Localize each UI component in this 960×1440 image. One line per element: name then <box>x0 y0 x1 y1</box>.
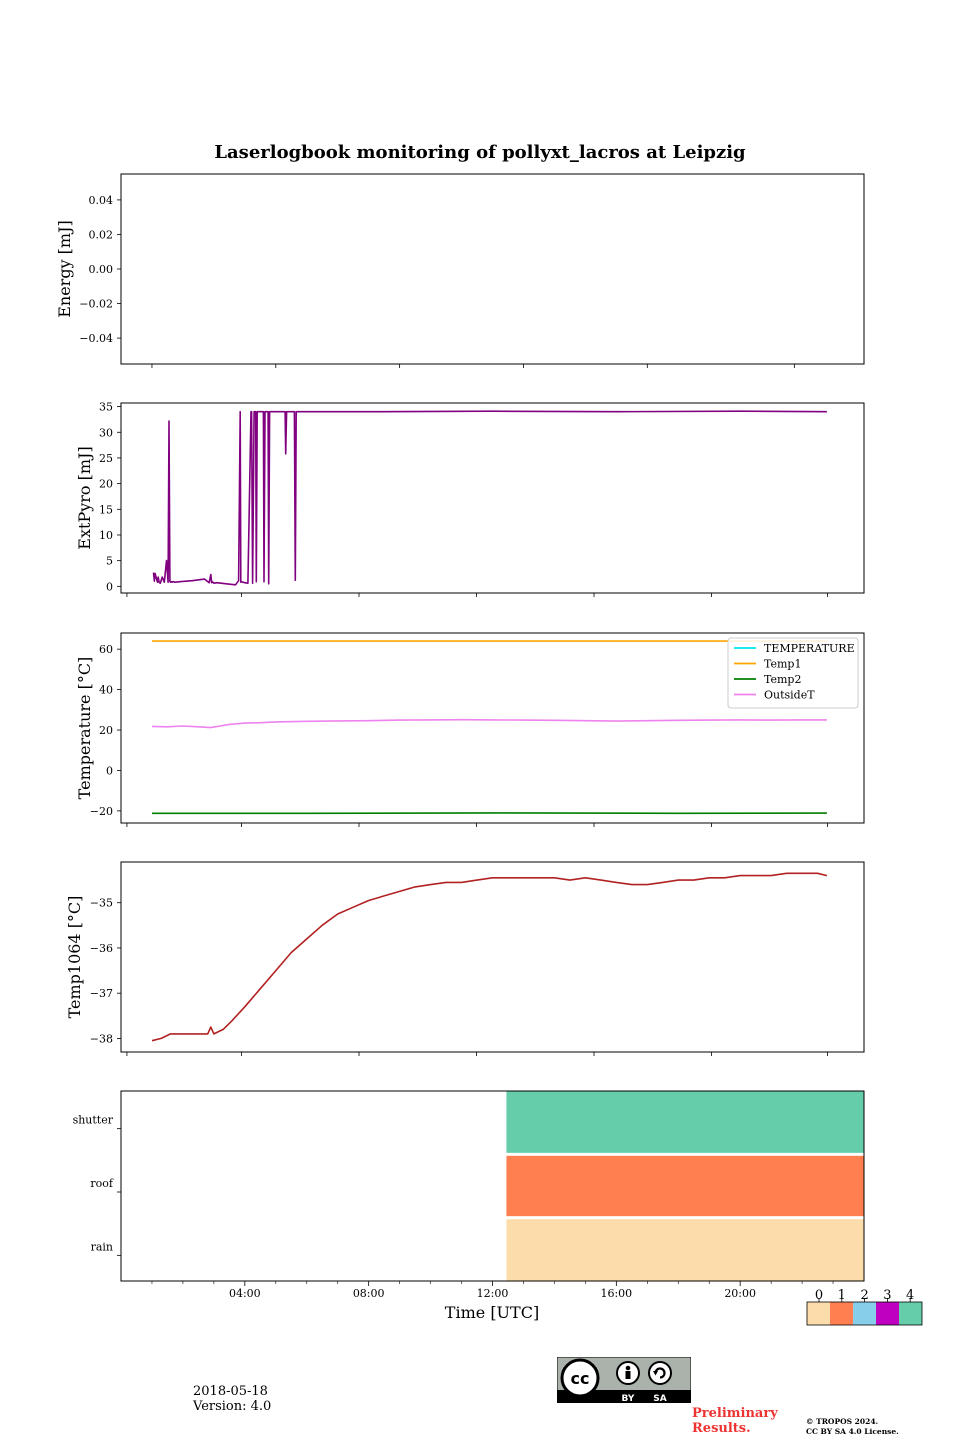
x-tick-label: 16:00 <box>600 1287 632 1300</box>
by-label: BY <box>622 1394 635 1403</box>
copyright-line2: CC BY SA 4.0 License. <box>806 1427 899 1436</box>
y-tick-label: 0 <box>106 580 113 593</box>
x-tick-label: 08:00 <box>353 1287 385 1300</box>
sa-label: SA <box>653 1394 666 1403</box>
colorbar-swatch-3 <box>876 1302 899 1325</box>
y-axis-label: Temperature [°C] <box>75 657 94 800</box>
axes-frame <box>120 173 865 365</box>
y-tick-label: 10 <box>99 529 113 542</box>
y-tick-label: −20 <box>90 805 113 818</box>
colorbar-tick-label: 1 <box>838 1288 846 1303</box>
y-tick-label: −35 <box>90 897 113 910</box>
status-cell-roof <box>506 1155 864 1217</box>
axes-frame <box>120 632 865 824</box>
x-tick-label: 20:00 <box>724 1287 756 1300</box>
series-line-2-1 <box>152 410 827 586</box>
preliminary-note: Preliminary Results. <box>692 1406 778 1436</box>
copyright-line1: © TROPOS 2024. <box>806 1417 879 1426</box>
y-tick-label: roof <box>90 1177 114 1190</box>
footer-date: 2018-05-18 <box>193 1384 268 1399</box>
footer-version: Version: 4.0 <box>193 1399 272 1414</box>
chart-panel-1: −0.04 −0.02 0.00 0.02 0.04 Energy [mJ] <box>55 173 865 368</box>
y-tick-label: 5 <box>106 555 113 568</box>
cc-license-badge: cc BY SA <box>557 1357 691 1403</box>
x-axis-label: Time [UTC] <box>445 1303 539 1322</box>
chart-panel-5: rain roof shutter 04:00 08:00 12:00 16:00 20:00 <box>73 1090 865 1300</box>
legend-entry: Temp1 <box>764 658 801 671</box>
y-tick-label: 25 <box>99 452 113 465</box>
chart-legend: TEMPERATURE Temp1 Temp2 OutsideT <box>727 637 859 709</box>
y-tick-label: 60 <box>99 643 113 656</box>
axes-frame <box>120 861 865 1053</box>
y-tick-label: 20 <box>99 478 113 491</box>
copyright-note: © TROPOS 2024. CC BY SA 4.0 License. <box>806 1417 899 1437</box>
chart-panel-4: −38 −37 −36 −35 Temp1064 [°C] <box>65 861 865 1056</box>
series-line-3-4 <box>151 718 827 729</box>
status-cell-rain <box>506 1219 864 1281</box>
y-tick-label: −36 <box>90 942 113 955</box>
y-tick-label: 20 <box>99 724 113 737</box>
y-tick-label: −38 <box>90 1032 113 1045</box>
legend-entry: OutsideT <box>764 689 815 702</box>
y-tick-label: 15 <box>99 503 113 516</box>
status-cell-shutter <box>506 1091 864 1153</box>
colorbar-swatch-0 <box>807 1302 830 1325</box>
series-line-4-1 <box>151 872 828 1042</box>
colorbar-tick-label: 2 <box>860 1288 868 1303</box>
axes-frame <box>120 1090 865 1282</box>
figure-title: Laserlogbook monitoring of pollyxt_lacro… <box>214 142 746 163</box>
y-axis-label: Temp1064 [°C] <box>65 896 84 1019</box>
y-tick-label: 0.04 <box>89 194 114 207</box>
y-tick-label: 35 <box>99 401 113 414</box>
colorbar-swatch-2 <box>853 1302 876 1325</box>
legend-entry: TEMPERATURE <box>764 642 855 655</box>
y-tick-label: 0 <box>106 764 113 777</box>
colorbar-swatch-4 <box>899 1302 922 1325</box>
y-tick-label: 40 <box>99 684 113 697</box>
footer-info: 2018-05-18 Version: 4.0 <box>193 1384 271 1414</box>
y-tick-label: shutter <box>73 1114 114 1127</box>
y-tick-label: 0.00 <box>89 263 114 276</box>
chart-panel-3: −20 0 20 40 60 Temperature [°C] TEMPERATURE Tem… <box>75 632 865 827</box>
x-tick-label: 04:00 <box>229 1287 261 1300</box>
colorbar-tick-label: 3 <box>883 1288 891 1303</box>
y-axis-label: Energy [mJ] <box>55 220 74 318</box>
x-tick-label: 12:00 <box>477 1287 509 1300</box>
axes-frame <box>120 402 865 594</box>
colorbar-tick-label: 0 <box>815 1288 823 1303</box>
y-tick-label: 30 <box>99 426 113 439</box>
share-alike-icon <box>648 1361 672 1385</box>
cc-icon <box>560 1358 600 1398</box>
y-tick-label: −0.04 <box>79 332 113 345</box>
y-tick-label: −0.02 <box>79 298 113 311</box>
cc-text: cc <box>571 1369 590 1388</box>
y-axis-label: ExtPyro [mJ] <box>75 446 94 549</box>
preliminary-line2: Results. <box>692 1421 751 1436</box>
y-tick-label: 0.02 <box>89 228 114 241</box>
legend-entry: Temp2 <box>764 673 801 686</box>
colorbar-swatch-1 <box>830 1302 853 1325</box>
y-tick-label: −37 <box>90 987 113 1000</box>
preliminary-line1: Preliminary <box>692 1406 778 1421</box>
chart-panel-2: 0 5 10 15 20 25 30 35 ExtPyro [mJ] <box>75 401 865 597</box>
colorbar-tick-label: 4 <box>906 1288 914 1303</box>
legend-box <box>727 637 859 709</box>
y-tick-label: rain <box>91 1240 113 1253</box>
